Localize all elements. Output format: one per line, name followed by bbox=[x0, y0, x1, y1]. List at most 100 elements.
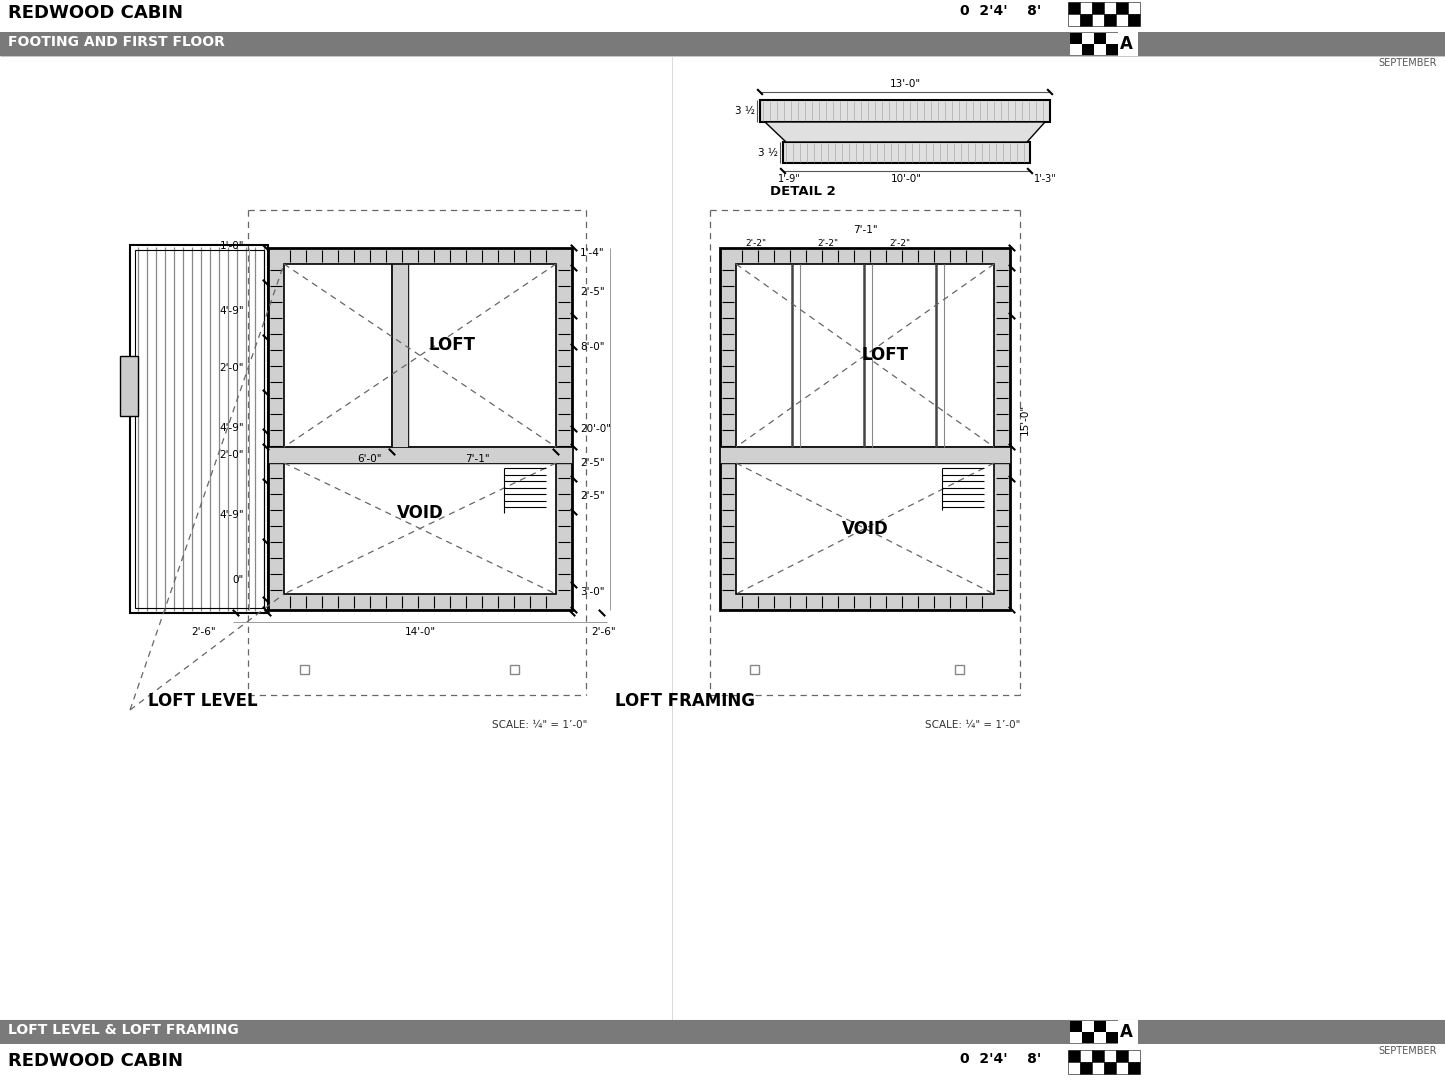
Text: 2'-5": 2'-5" bbox=[579, 491, 604, 501]
Bar bbox=[0, 1020, 1445, 1044]
Text: LOFT LEVEL: LOFT LEVEL bbox=[147, 692, 257, 710]
Text: SCALE: ¼" = 1’-0": SCALE: ¼" = 1’-0" bbox=[925, 720, 1020, 730]
Bar bbox=[1116, 1050, 1129, 1062]
Text: REDWOOD CABIN: REDWOOD CABIN bbox=[9, 1051, 184, 1070]
Bar bbox=[1118, 1020, 1139, 1044]
Bar bbox=[1068, 2, 1079, 14]
Bar bbox=[392, 264, 407, 447]
Text: 2'-2": 2'-2" bbox=[746, 238, 766, 247]
Bar bbox=[0, 1020, 1445, 1084]
Text: 4'-9": 4'-9" bbox=[220, 423, 244, 433]
Bar bbox=[1092, 1062, 1104, 1074]
Text: 15'-0": 15'-0" bbox=[1020, 403, 1030, 435]
Text: 1'-9": 1'-9" bbox=[777, 175, 801, 184]
Text: LOFT LEVEL & LOFT FRAMING: LOFT LEVEL & LOFT FRAMING bbox=[9, 1023, 238, 1037]
Bar bbox=[1094, 1032, 1105, 1043]
Text: VOID: VOID bbox=[841, 519, 889, 538]
Bar bbox=[267, 447, 572, 463]
Text: 1'-3": 1'-3" bbox=[1033, 175, 1056, 184]
Bar bbox=[720, 447, 1010, 463]
Bar bbox=[1104, 2, 1116, 14]
Text: LOFT: LOFT bbox=[861, 347, 909, 364]
Text: 13'-0": 13'-0" bbox=[890, 79, 920, 89]
Bar bbox=[0, 33, 1445, 56]
Text: LOFT FRAMING: LOFT FRAMING bbox=[616, 692, 754, 710]
Bar bbox=[1129, 1050, 1140, 1062]
Bar bbox=[0, 56, 1445, 1020]
Text: 1'-0": 1'-0" bbox=[220, 241, 244, 251]
Bar bbox=[510, 664, 519, 674]
Text: LOFT: LOFT bbox=[429, 336, 475, 354]
Text: 2'-5": 2'-5" bbox=[579, 287, 604, 297]
Bar bbox=[955, 664, 964, 674]
Bar bbox=[120, 356, 139, 416]
Text: A: A bbox=[1120, 1023, 1133, 1041]
Text: 0  2'4'    8': 0 2'4' 8' bbox=[959, 1051, 1042, 1066]
Bar bbox=[1116, 1062, 1129, 1074]
Bar bbox=[134, 250, 264, 608]
Bar bbox=[1079, 1062, 1092, 1074]
Bar bbox=[1082, 44, 1094, 55]
Bar bbox=[1105, 44, 1118, 55]
Bar bbox=[1105, 33, 1118, 44]
Bar bbox=[267, 248, 572, 610]
Bar bbox=[1092, 14, 1104, 26]
Text: 2'-2": 2'-2" bbox=[890, 238, 910, 247]
Text: SEPTEMBER: SEPTEMBER bbox=[1379, 1046, 1436, 1056]
Text: SEPTEMBER: SEPTEMBER bbox=[1379, 59, 1436, 68]
Bar bbox=[1104, 1050, 1116, 1062]
Bar bbox=[1082, 1032, 1094, 1043]
Text: 2'-5": 2'-5" bbox=[579, 459, 604, 468]
Text: 7'-1": 7'-1" bbox=[465, 454, 490, 464]
Text: 14'-0": 14'-0" bbox=[405, 627, 435, 637]
Bar bbox=[301, 664, 309, 674]
Bar bbox=[1105, 1032, 1118, 1043]
Text: 8'-0": 8'-0" bbox=[579, 341, 604, 352]
Text: VOID: VOID bbox=[396, 504, 444, 522]
Bar bbox=[750, 664, 759, 674]
Bar bbox=[1129, 2, 1140, 14]
Bar bbox=[1082, 33, 1094, 44]
Bar bbox=[1068, 14, 1079, 26]
Bar bbox=[1079, 1050, 1092, 1062]
Bar bbox=[1104, 14, 1116, 26]
Bar bbox=[1068, 1062, 1079, 1074]
Text: 0": 0" bbox=[233, 575, 244, 585]
Text: REDWOOD CABIN: REDWOOD CABIN bbox=[9, 4, 184, 22]
Bar bbox=[1094, 33, 1105, 44]
Text: 0  2'4'    8': 0 2'4' 8' bbox=[959, 4, 1042, 18]
Bar bbox=[1068, 1050, 1079, 1062]
Polygon shape bbox=[764, 122, 1045, 142]
Text: 4'-9": 4'-9" bbox=[220, 306, 244, 317]
Bar bbox=[0, 0, 1445, 33]
Bar bbox=[1069, 33, 1082, 44]
Bar bbox=[736, 264, 994, 594]
Bar bbox=[1129, 14, 1140, 26]
Text: 3'-0": 3'-0" bbox=[579, 588, 604, 597]
Text: 2'-6": 2'-6" bbox=[591, 627, 617, 637]
Bar bbox=[1069, 1032, 1082, 1043]
Text: 1'-4": 1'-4" bbox=[579, 248, 604, 258]
Text: 2'-0": 2'-0" bbox=[220, 450, 244, 460]
Text: 4'-9": 4'-9" bbox=[220, 509, 244, 520]
Bar bbox=[1104, 1062, 1116, 1074]
Text: 2'-2": 2'-2" bbox=[818, 238, 838, 247]
Bar bbox=[285, 264, 556, 594]
Bar bbox=[1079, 14, 1092, 26]
Bar bbox=[1092, 2, 1104, 14]
Bar bbox=[760, 100, 1051, 122]
Bar bbox=[1069, 1021, 1082, 1032]
Bar bbox=[1094, 44, 1105, 55]
Bar bbox=[720, 248, 1010, 610]
Text: DETAIL 2: DETAIL 2 bbox=[770, 185, 835, 198]
Bar bbox=[1116, 2, 1129, 14]
Text: 7'-1": 7'-1" bbox=[853, 225, 877, 235]
Text: 3 ½: 3 ½ bbox=[736, 106, 754, 116]
Bar bbox=[1105, 1021, 1118, 1032]
Bar bbox=[1116, 14, 1129, 26]
Bar bbox=[783, 142, 1030, 163]
Text: 2'-6": 2'-6" bbox=[192, 627, 217, 637]
Bar bbox=[1082, 1021, 1094, 1032]
Text: 6'-0": 6'-0" bbox=[357, 454, 381, 464]
Text: 20'-0": 20'-0" bbox=[579, 424, 611, 434]
